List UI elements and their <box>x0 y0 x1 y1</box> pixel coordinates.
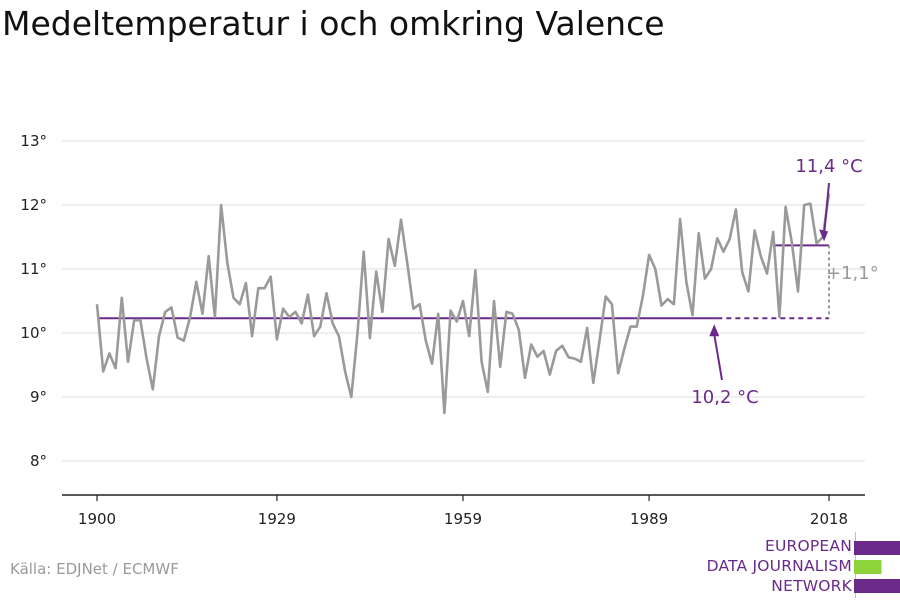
logo-line-1: EUROPEAN <box>764 537 852 555</box>
logo-bar-purple-bottom <box>854 579 900 593</box>
temperature-line <box>95 193 831 415</box>
logo-line-3: NETWORK <box>771 577 852 595</box>
baseline-label: 10,2 °C <box>691 387 758 408</box>
x-axis: 1900 1929 1959 1989 2018 <box>62 494 865 528</box>
y-tick-label-9: 9° <box>30 388 47 406</box>
y-tick-label-8: 8° <box>30 452 47 470</box>
difference-label: +1,1° <box>826 263 879 284</box>
y-tick-label-10: 10° <box>20 324 47 342</box>
temperature-series <box>95 193 831 415</box>
recent-arrow-head <box>819 229 829 242</box>
y-tick-label-13: 13° <box>20 132 47 150</box>
chart-title: Medeltemperatur i och omkring Valence <box>2 4 665 43</box>
logo-line-2: DATA JOURNALISM <box>706 557 852 575</box>
y-tick-labels: 8° 9° 10° 11° 12° 13° <box>20 132 47 470</box>
annotations: 11,4 °C 10,2 °C +1,1° <box>691 156 878 408</box>
x-tick-label-2018: 2018 <box>810 510 848 528</box>
baseline-arrow-shaft <box>713 334 723 381</box>
x-tick-label-1900: 1900 <box>78 510 116 528</box>
y-tick-label-11: 11° <box>20 260 47 278</box>
recent-arrow-shaft <box>823 182 830 236</box>
x-tick-label-1989: 1989 <box>630 510 668 528</box>
y-tick-label-12: 12° <box>20 196 47 214</box>
logo-bar-green <box>854 560 900 574</box>
x-tick-label-1959: 1959 <box>444 510 482 528</box>
recent-mean-label: 11,4 °C <box>795 156 862 177</box>
baseline-arrow-head <box>709 324 720 337</box>
edjnet-logo: EUROPEAN DATA JOURNALISM NETWORK <box>690 532 900 598</box>
grid-lines <box>62 140 865 462</box>
x-tick-label-1929: 1929 <box>258 510 296 528</box>
logo-bar-purple-top <box>854 541 900 555</box>
source-note: Källa: EDJNet / ECMWF <box>10 560 179 578</box>
